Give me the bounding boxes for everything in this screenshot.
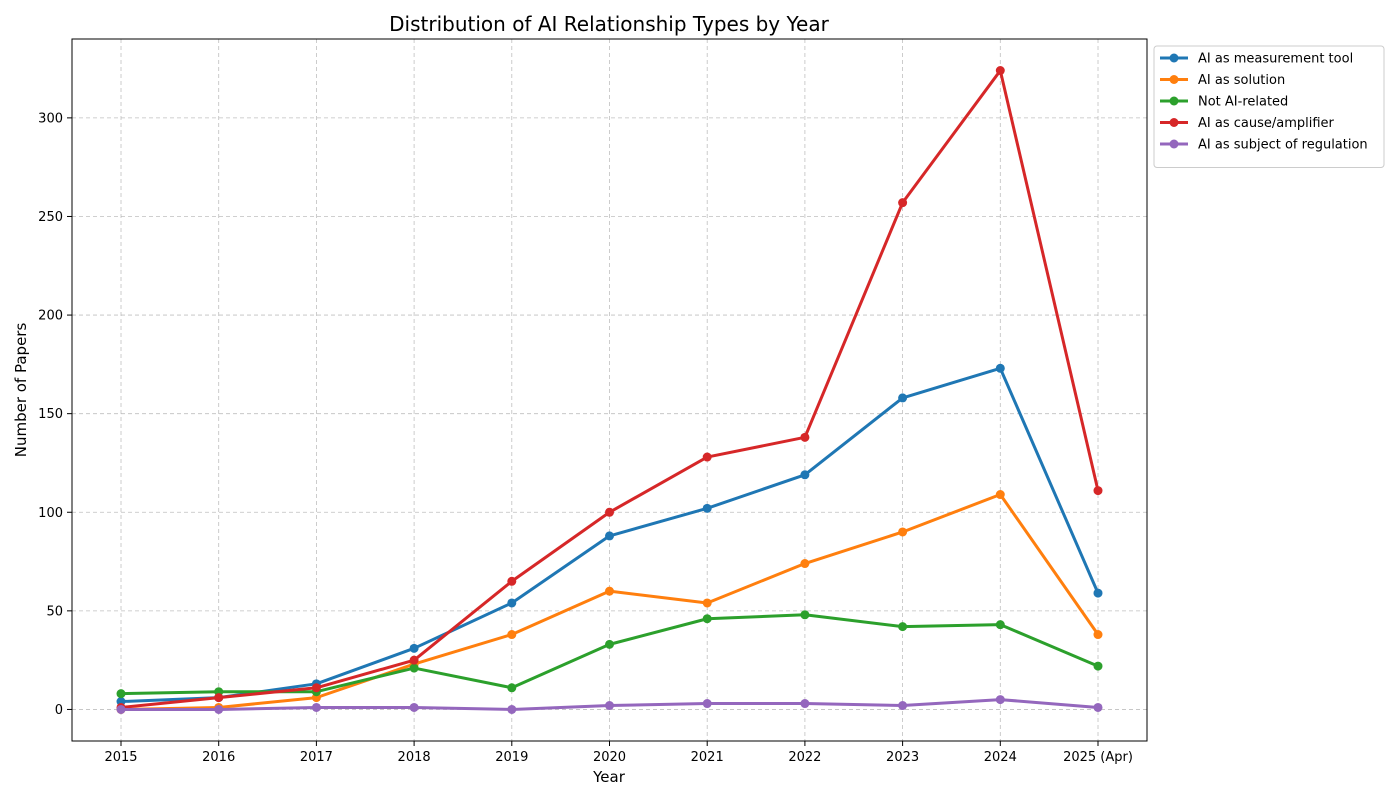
y-tick-label: 200 xyxy=(38,309,63,324)
legend-label: Not AI-related xyxy=(1198,95,1288,110)
data-point xyxy=(702,503,712,513)
data-point xyxy=(995,66,1005,76)
legend-item: AI as solution xyxy=(1160,73,1285,88)
data-point xyxy=(409,663,419,673)
y-tick-label: 100 xyxy=(38,506,63,521)
data-point xyxy=(214,704,224,714)
data-point xyxy=(898,527,908,537)
data-point xyxy=(605,531,614,541)
x-tick-label: 2019 xyxy=(495,750,528,765)
data-point xyxy=(507,704,517,714)
x-tick-label: 2018 xyxy=(398,750,431,765)
data-point xyxy=(1093,486,1103,496)
series-0 xyxy=(116,363,1103,707)
series-4 xyxy=(116,695,1103,714)
data-point xyxy=(409,655,419,665)
legend-frame xyxy=(1153,45,1385,168)
legend-label: AI as measurement tool xyxy=(1198,52,1353,67)
data-point xyxy=(702,452,712,462)
legend-label: AI as cause/amplifier xyxy=(1198,116,1335,131)
chart-title: Distribution of AI Relationship Types by… xyxy=(389,12,829,36)
data-point xyxy=(800,470,810,480)
x-tick-label: 2020 xyxy=(593,750,626,765)
legend-marker xyxy=(1169,75,1179,84)
legend-item: AI as subject of regulation xyxy=(1160,138,1368,153)
legend-marker xyxy=(1169,118,1179,127)
legend-marker xyxy=(1169,96,1179,106)
data-point xyxy=(409,643,419,653)
ticks-layer: 2015 2016 2017 2018 2019 2020 2021 2022 2023 2024… xyxy=(38,111,1133,765)
legend-marker xyxy=(1169,53,1179,63)
data-point xyxy=(116,689,126,699)
data-point xyxy=(995,695,1005,705)
x-axis-label: Year xyxy=(592,768,626,786)
data-point xyxy=(702,614,712,624)
data-point xyxy=(1093,661,1103,671)
data-point xyxy=(1093,702,1103,712)
data-point xyxy=(116,704,126,714)
data-point xyxy=(800,610,810,620)
data-point xyxy=(800,432,810,442)
x-tick-label: 2024 xyxy=(984,750,1017,765)
data-point xyxy=(214,693,224,703)
legend-marker xyxy=(1169,139,1179,149)
legend-item: AI as cause/amplifier xyxy=(1160,116,1335,131)
data-point xyxy=(800,699,810,709)
series-line xyxy=(119,613,1100,696)
data-point xyxy=(507,598,517,608)
data-point xyxy=(311,702,321,712)
data-point xyxy=(995,363,1005,373)
data-point xyxy=(507,683,517,693)
data-point xyxy=(800,559,810,569)
series-3 xyxy=(116,66,1103,712)
legend-item: Not AI-related xyxy=(1160,95,1288,110)
legend-item: AI as measurement tool xyxy=(1160,52,1353,67)
y-axis-label: Number of Papers xyxy=(12,323,30,458)
data-point xyxy=(702,699,712,709)
y-tick-label: 50 xyxy=(46,604,63,619)
legend: AI as measurement tool AI as solution Not … xyxy=(1153,45,1385,168)
legend-label: AI as subject of regulation xyxy=(1198,138,1368,153)
data-point xyxy=(898,701,908,711)
data-point xyxy=(898,198,908,208)
x-tick-label: 2017 xyxy=(300,750,333,765)
y-tick-label: 250 xyxy=(38,210,63,225)
data-point xyxy=(702,598,712,608)
y-tick-label: 0 xyxy=(55,703,63,718)
legend-label: AI as solution xyxy=(1198,73,1285,88)
data-point xyxy=(995,620,1005,630)
series-layer xyxy=(116,66,1103,714)
data-point xyxy=(605,639,614,649)
y-tick-label: 300 xyxy=(38,111,63,126)
data-point xyxy=(1093,630,1103,640)
data-point xyxy=(605,701,614,711)
grid-layer xyxy=(72,39,1147,741)
data-point xyxy=(995,490,1005,500)
x-tick-label: 2015 xyxy=(104,750,137,765)
x-tick-label: 2022 xyxy=(788,750,821,765)
data-point xyxy=(507,630,517,640)
data-point xyxy=(605,586,614,596)
data-point xyxy=(605,507,614,517)
x-tick-label: 2023 xyxy=(886,750,919,765)
data-point xyxy=(311,683,321,693)
x-tick-label: 2016 xyxy=(202,750,235,765)
x-tick-label: 2021 xyxy=(691,750,724,765)
x-tick-label: 2025 (Apr) xyxy=(1063,750,1133,765)
data-point xyxy=(409,702,419,712)
data-point xyxy=(1093,588,1103,598)
data-point xyxy=(507,576,517,586)
data-point xyxy=(898,393,908,403)
data-point xyxy=(898,622,908,632)
y-tick-label: 150 xyxy=(38,407,63,422)
